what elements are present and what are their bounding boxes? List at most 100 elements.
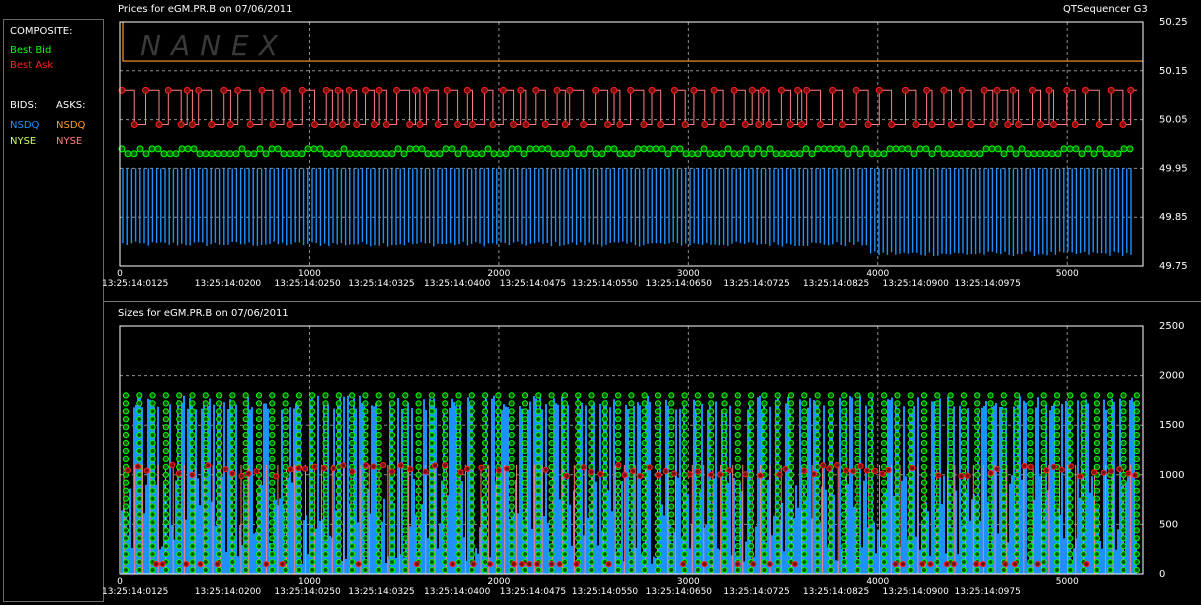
- best-bid-size-point: [282, 503, 289, 510]
- best-bid-size-point: [774, 511, 781, 518]
- best-bid-size-point: [841, 408, 848, 415]
- best-bid-size-point: [362, 495, 369, 502]
- best-ask-size-point: [229, 470, 236, 477]
- best-bid-size-point: [827, 479, 835, 486]
- best-bid-size-point: [867, 551, 874, 558]
- best-bid-size-point: [349, 424, 356, 431]
- best-bid-point: [808, 150, 816, 158]
- nanex-watermark: NANEX: [140, 29, 288, 62]
- best-bid-size-point: [694, 400, 702, 407]
- best-bid-size-point: [761, 519, 768, 526]
- best-bid-size-point: [229, 495, 236, 502]
- best-bid-size-point: [668, 487, 675, 494]
- best-bid-size-point: [668, 463, 675, 470]
- best-bid-size-point: [681, 511, 688, 518]
- best-bid-size-point: [588, 463, 595, 470]
- best-ask-size-point: [909, 465, 916, 472]
- best-ask-size-point: [857, 463, 864, 470]
- best-bid-size-point: [694, 566, 702, 574]
- best-bid-size-point: [907, 447, 914, 455]
- legend-bid-nsdq: NSDQ: [10, 120, 40, 131]
- best-bid-size-point: [1133, 487, 1140, 494]
- best-bid-size-point: [854, 455, 861, 462]
- best-bid-point: [502, 150, 510, 158]
- best-bid-size-point: [681, 447, 688, 455]
- best-bid-size-point: [362, 487, 369, 494]
- best-bid-size-point: [162, 440, 169, 447]
- best-bid-size-point: [694, 559, 702, 566]
- best-bid-size-point: [654, 400, 662, 407]
- best-bid-size-point: [748, 392, 755, 399]
- best-bid-size-point: [561, 487, 569, 494]
- best-bid-size-point: [615, 503, 622, 510]
- best-bid-size-point: [1040, 400, 1047, 407]
- best-bid-size-point: [482, 392, 489, 399]
- best-bid-size-point: [149, 424, 156, 431]
- best-bid-size-point: [1080, 455, 1087, 462]
- best-bid-size-point: [335, 566, 342, 574]
- best-bid-size-point: [814, 511, 821, 518]
- best-bid-point: [802, 145, 810, 153]
- best-bid-size-point: [282, 543, 289, 550]
- best-bid-size-point: [388, 559, 396, 566]
- best-bid-size-point: [189, 447, 196, 455]
- best-bid-size-point: [907, 455, 914, 462]
- best-bid-size-point: [1027, 455, 1034, 462]
- best-bid-size-point: [122, 447, 130, 455]
- best-bid-size-point: [335, 511, 342, 518]
- best-ask-point: [864, 120, 872, 128]
- best-bid-size-point: [854, 400, 861, 407]
- best-bid-size-point: [1133, 527, 1140, 534]
- best-bid-point: [364, 150, 372, 158]
- best-ask-size-point: [964, 472, 971, 479]
- best-bid-size-point: [1027, 487, 1034, 494]
- best-bid-size-point: [375, 566, 382, 574]
- best-bid-size-point: [654, 424, 662, 431]
- best-bid-size-point: [1014, 463, 1021, 470]
- best-bid-size-point: [920, 503, 928, 510]
- best-bid-size-point: [1027, 543, 1034, 550]
- best-bid-size-point: [960, 535, 968, 542]
- best-bid-size-point: [907, 543, 914, 550]
- best-ask-size-point: [1050, 463, 1057, 470]
- best-bid-size-point: [854, 535, 861, 542]
- best-bid-size-point: [920, 416, 928, 423]
- best-bid-size-point: [162, 400, 169, 407]
- best-bid-size-point: [987, 511, 994, 518]
- best-bid-size-point: [189, 479, 196, 486]
- best-bid-size-point: [934, 416, 941, 423]
- best-bid-size-point: [375, 487, 382, 494]
- best-bid-point: [244, 150, 252, 158]
- best-bid-size-point: [801, 543, 808, 550]
- best-bid-size-point: [561, 551, 569, 558]
- best-bid-size-point: [987, 479, 994, 486]
- best-bid-point: [256, 145, 264, 153]
- best-ask-size-point: [834, 462, 841, 469]
- best-bid-size-point: [415, 447, 422, 455]
- best-bid-size-point: [801, 487, 808, 494]
- best-bid-size-point: [402, 527, 409, 534]
- best-bid-size-point: [415, 495, 422, 502]
- best-bid-point: [400, 150, 408, 158]
- best-bid-point: [1048, 150, 1056, 158]
- best-bid-size-point: [402, 487, 409, 494]
- best-bid-point: [556, 150, 564, 158]
- best-ask-size-point: [655, 471, 662, 479]
- best-bid-size-point: [269, 392, 276, 399]
- best-bid-size-point: [588, 543, 595, 550]
- best-bid-size-point: [787, 519, 795, 526]
- best-bid-size-point: [521, 471, 529, 478]
- best-ask-size-point: [899, 561, 907, 568]
- best-bid-size-point: [854, 440, 861, 447]
- best-bid-size-point: [548, 511, 555, 518]
- best-bid-size-point: [176, 551, 183, 558]
- best-bid-size-point: [122, 535, 130, 542]
- best-bid-size-point: [1040, 543, 1047, 550]
- best-bid-size-point: [841, 559, 848, 566]
- best-bid-size-point: [269, 566, 276, 574]
- best-bid-point: [208, 150, 216, 158]
- best-bid-size-point: [1027, 400, 1034, 407]
- best-bid-size-point: [282, 416, 289, 423]
- best-bid-size-point: [1133, 440, 1140, 447]
- best-bid-size-point: [482, 535, 489, 542]
